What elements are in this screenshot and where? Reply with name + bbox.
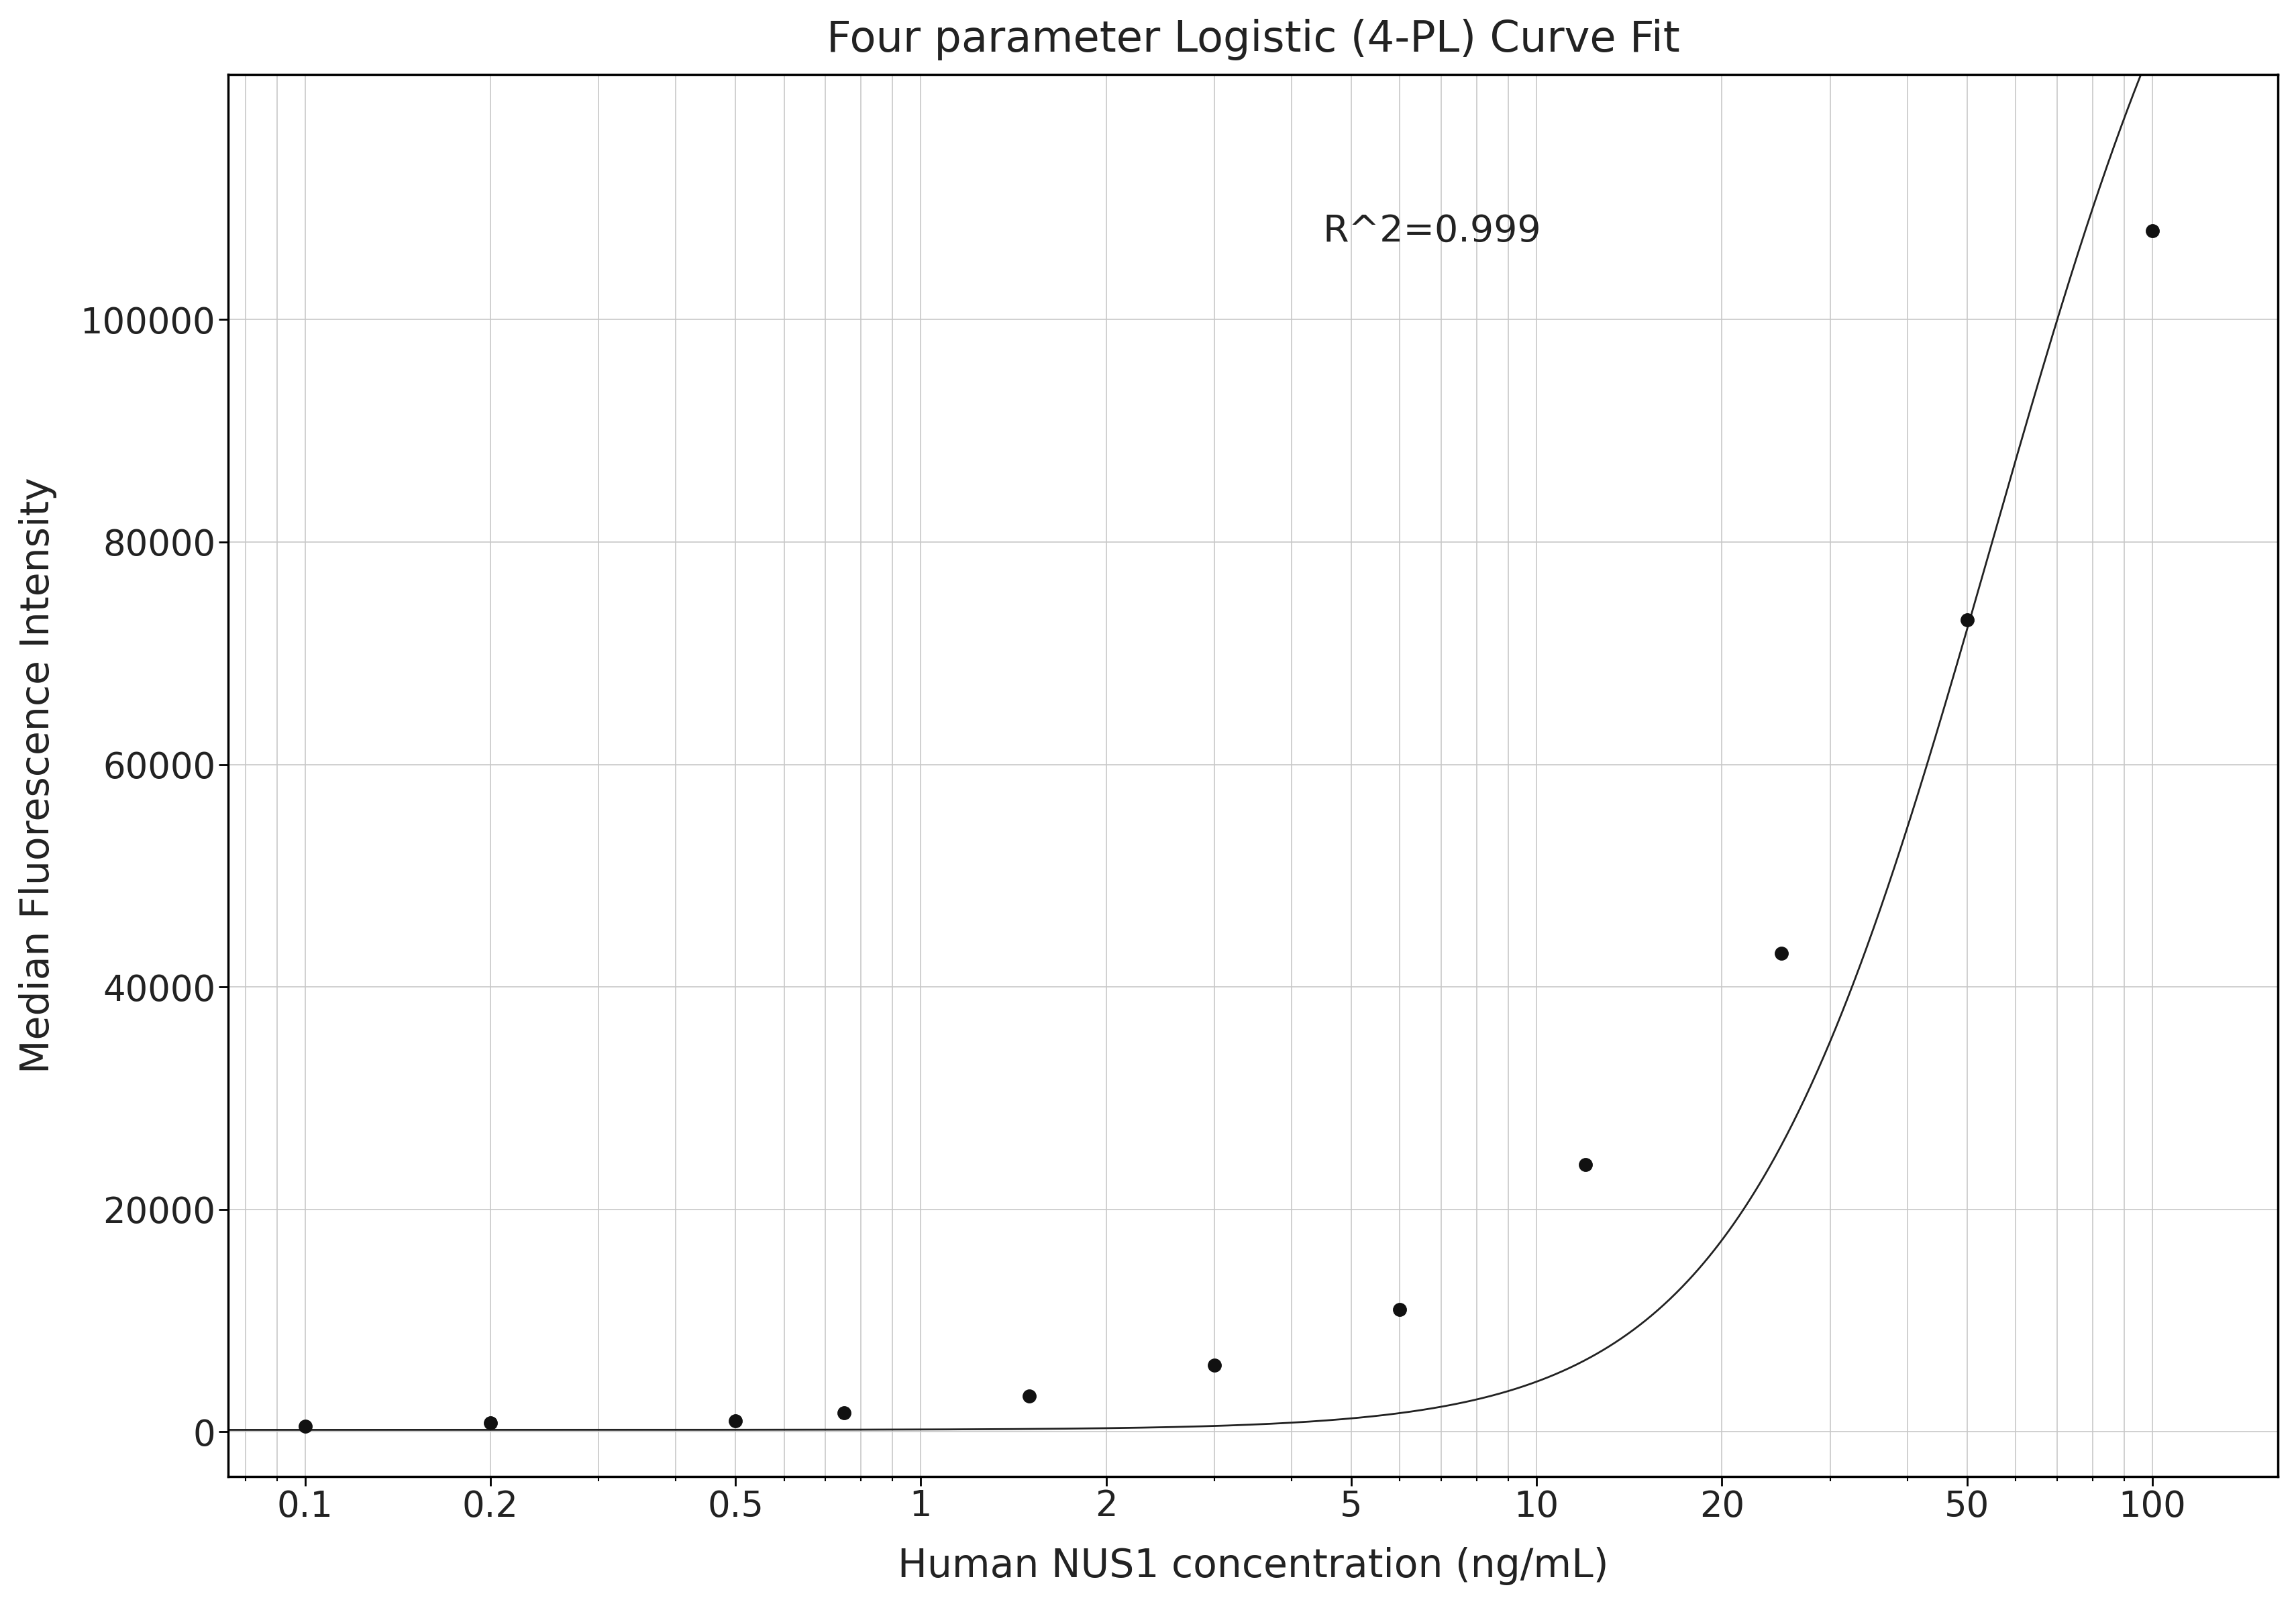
Title: Four parameter Logistic (4-PL) Curve Fit: Four parameter Logistic (4-PL) Curve Fit bbox=[827, 19, 1678, 61]
Text: R^2=0.999: R^2=0.999 bbox=[1322, 213, 1541, 250]
Y-axis label: Median Fluorescence Intensity: Median Fluorescence Intensity bbox=[18, 478, 57, 1073]
X-axis label: Human NUS1 concentration (ng/mL): Human NUS1 concentration (ng/mL) bbox=[898, 1548, 1607, 1585]
